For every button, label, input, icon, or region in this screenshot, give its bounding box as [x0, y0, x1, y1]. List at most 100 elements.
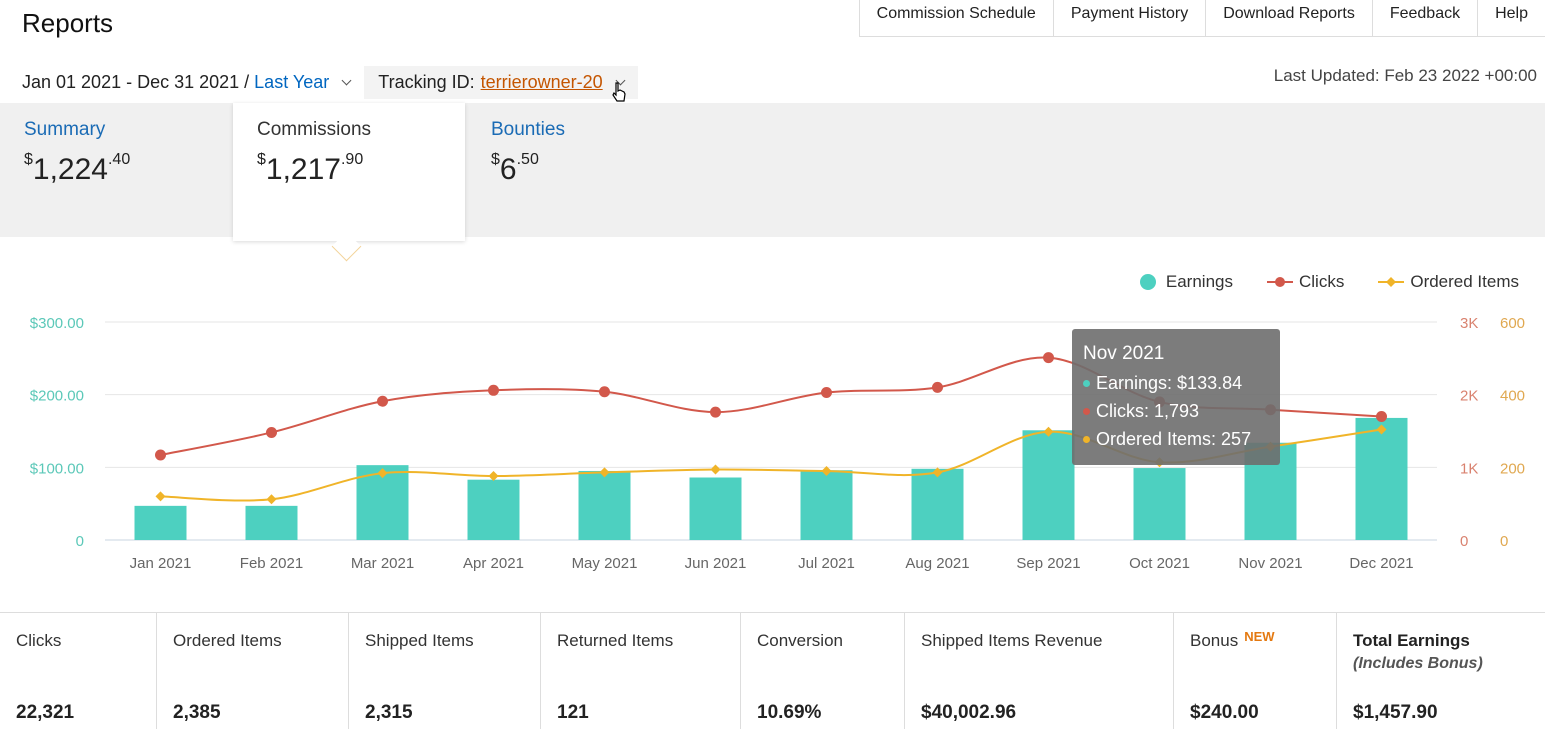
ordered-items-point [155, 491, 166, 502]
stat-bonus: Bonus NEW $240.00 [1174, 613, 1337, 729]
stat-value: 2,385 [173, 702, 221, 723]
tracking-id-dropdown[interactable]: Tracking ID: terrierowner-20 [364, 66, 638, 99]
date-range: Jan 01 2021 - Dec 31 2021 / [22, 72, 250, 92]
chevron-down-icon[interactable] [341, 75, 352, 86]
tooltip-earnings: Earnings: $133.84 [1083, 373, 1269, 394]
left-axis-tick: $100.00 [30, 460, 84, 477]
x-axis-label: Jan 2021 [130, 555, 192, 572]
ordered-legend-icon [1378, 277, 1405, 287]
page-title: Reports [22, 8, 114, 38]
x-axis-label: Nov 2021 [1238, 555, 1302, 572]
tab-bounties[interactable]: Bounties $6.50 [467, 103, 699, 237]
stat-clicks: Clicks 22,321 [0, 613, 157, 729]
last-updated: Last Updated: Feb 23 2022 +00:00 [1273, 66, 1537, 85]
stat-shipped-items: Shipped Items 2,315 [349, 613, 541, 729]
earnings-bar [800, 470, 853, 540]
ordered-items-point [266, 494, 277, 505]
x-axis-label: Jul 2021 [798, 555, 855, 572]
nav-commission-schedule[interactable]: Commission Schedule [858, 0, 1053, 36]
earnings-bar [467, 479, 520, 540]
stats-row: Clicks 22,321 Ordered Items 2,385 Shipped … [0, 612, 1545, 729]
ordered-items-point [488, 471, 499, 482]
ordered-items-point [377, 468, 388, 479]
legend-earnings[interactable]: Earnings [1139, 272, 1233, 292]
x-axis-label: Oct 2021 [1129, 555, 1190, 572]
left-axis-tick: $300.00 [30, 315, 84, 332]
clicks-point [599, 386, 610, 398]
nav-payment-history[interactable]: Payment History [1052, 0, 1205, 36]
items-axis-tick: 600 [1500, 315, 1525, 332]
clicks-point [377, 395, 388, 407]
stat-value: 10.69% [757, 702, 822, 723]
stat-value: $40,002.96 [921, 702, 1017, 723]
new-badge: NEW [1244, 629, 1275, 644]
clicks-point [821, 386, 832, 398]
earnings-bar [245, 505, 298, 540]
x-axis-label: Mar 2021 [351, 555, 414, 572]
x-axis-label: Jun 2021 [685, 555, 747, 572]
clicks-point [1043, 352, 1054, 364]
legend-clicks[interactable]: Clicks [1267, 272, 1344, 292]
stat-value: 121 [557, 702, 589, 723]
x-axis-label: Feb 2021 [240, 555, 303, 572]
clicks-axis-tick: 2K [1460, 388, 1478, 405]
tab-commissions-label: Commissions [257, 119, 372, 140]
earnings-bar [911, 468, 964, 540]
earnings-bar [1355, 417, 1408, 540]
ordered-items-point [710, 464, 721, 475]
nav-download-reports[interactable]: Download Reports [1205, 0, 1372, 36]
left-axis-tick: 0 [76, 533, 84, 550]
ordered-items-point [932, 467, 943, 478]
stat-returned-items: Returned Items 121 [541, 613, 741, 729]
stat-conversion: Conversion 10.69% [741, 613, 905, 729]
tooltip-clicks: Clicks: 1,793 [1083, 401, 1269, 422]
clicks-point [1376, 410, 1387, 422]
x-axis-label: Dec 2021 [1349, 555, 1413, 572]
stat-ordered-items: Ordered Items 2,385 [157, 613, 349, 729]
tab-commissions[interactable]: Commissions $1,217.90 [233, 103, 465, 241]
clicks-point [155, 449, 166, 461]
chart-tooltip: Nov 2021 Earnings: $133.84 Clicks: 1,793… [1072, 329, 1280, 465]
items-axis-tick: 0 [1500, 533, 1508, 550]
stat-total-earnings: Total Earnings (Includes Bonus) $1,457.9… [1353, 631, 1483, 723]
stat-value: 22,321 [16, 702, 75, 723]
clicks-axis-tick: 0 [1460, 533, 1468, 550]
top-nav: Commission Schedule Payment History Down… [858, 0, 1545, 37]
clicks-point [488, 384, 499, 396]
tracking-id-value[interactable]: terrierowner-20 [480, 72, 603, 92]
nav-help[interactable]: Help [1477, 0, 1545, 36]
clicks-legend-icon [1267, 277, 1293, 287]
ordered-items-point [1376, 424, 1387, 435]
items-axis-tick: 200 [1500, 460, 1525, 477]
date-filter-row: Jan 01 2021 - Dec 31 2021 / Last Year Tr… [22, 66, 638, 99]
tab-commissions-amount: $1,217.90 [257, 151, 364, 186]
clicks-axis-tick: 3K [1460, 315, 1478, 332]
tab-summary-amount: $1,224.40 [24, 151, 131, 186]
earnings-bar [689, 477, 742, 540]
period-dropdown[interactable]: Last Year [254, 72, 330, 92]
clicks-point [932, 381, 943, 393]
earnings-legend-icon [1139, 274, 1156, 290]
hand-cursor-icon [612, 82, 626, 102]
nav-feedback[interactable]: Feedback [1371, 0, 1477, 36]
chart-legend: Earnings Clicks Ordered Items [1106, 272, 1519, 292]
tab-summary[interactable]: Summary $1,224.40 [0, 103, 232, 237]
tab-summary-label: Summary [24, 119, 106, 140]
ordered-items-point [599, 467, 610, 478]
earnings-bar [578, 470, 631, 540]
items-axis-tick: 400 [1500, 388, 1525, 405]
tooltip-ordered: Ordered Items: 257 [1083, 429, 1269, 450]
earnings-chart: 0 0 0 $100.00 1K 200 $200.00 2K 400 $300.00 3K 600 J… [30, 315, 1525, 572]
x-axis-label: Aug 2021 [905, 555, 969, 572]
left-axis-tick: $200.00 [30, 388, 84, 405]
earnings-bar [1022, 430, 1075, 540]
ordered-items-point [821, 465, 832, 476]
tab-bounties-amount: $6.50 [491, 151, 539, 186]
legend-ordered-items[interactable]: Ordered Items [1378, 272, 1519, 292]
ordered-items-point [1043, 426, 1054, 437]
stat-shipped-revenue: Shipped Items Revenue $40,002.96 [905, 613, 1174, 729]
clicks-point [710, 406, 721, 418]
stat-value: $240.00 [1190, 702, 1259, 723]
tooltip-title: Nov 2021 [1083, 343, 1165, 364]
summary-tabs: Summary $1,224.40 Commissions $1,217.90 … [0, 103, 1545, 241]
